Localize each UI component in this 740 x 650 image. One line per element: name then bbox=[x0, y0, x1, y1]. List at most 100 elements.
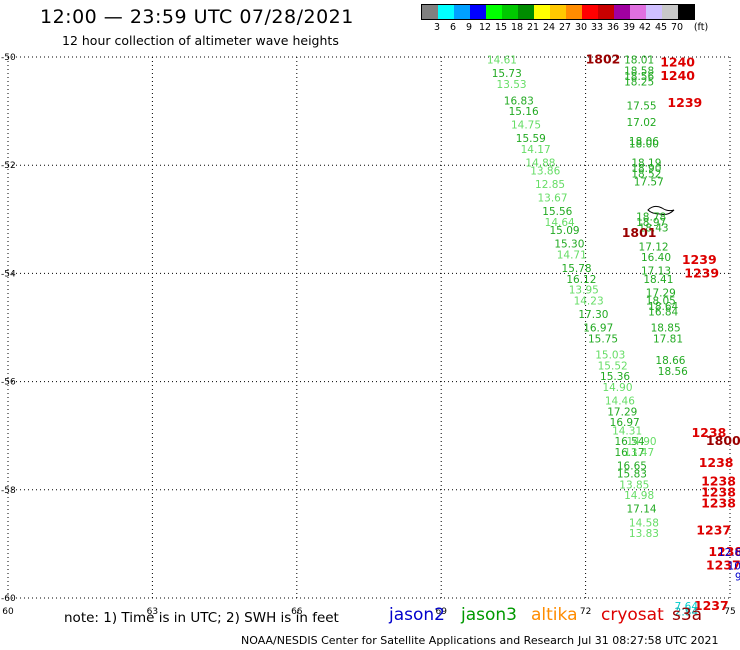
wave-height-label: 15.52 bbox=[598, 360, 628, 372]
satellite-altika: altika bbox=[531, 605, 578, 625]
lat-tick-label: -60 bbox=[1, 594, 16, 604]
wave-height-label: 14.58 bbox=[629, 517, 659, 529]
wave-height-label: 14.61 bbox=[487, 55, 517, 67]
wave-height-label: 17.55 bbox=[627, 101, 657, 113]
lat-tick-label: -54 bbox=[1, 269, 16, 279]
wave-height-label: 17.57 bbox=[634, 176, 664, 188]
wave-height-label: 18.52 bbox=[631, 168, 661, 180]
wave-height-label: 18.19 bbox=[631, 157, 661, 169]
wave-height-label: 15.59 bbox=[516, 133, 546, 145]
observation-time-label: 1239 bbox=[667, 95, 702, 110]
observation-time-label: 1238 bbox=[699, 455, 734, 470]
legend-label: 15 bbox=[494, 22, 508, 33]
wave-height-label: 15.73 bbox=[492, 68, 522, 80]
legend-label: 18 bbox=[510, 22, 524, 33]
observation-time-label: 1801 bbox=[622, 225, 657, 240]
wave-height-label: 14.46 bbox=[605, 396, 635, 408]
legend-swatch bbox=[470, 5, 486, 19]
satellite-jason3: jason3 bbox=[461, 605, 517, 625]
satellite-cryosat: cryosat bbox=[601, 605, 664, 625]
legend-label: 39 bbox=[622, 22, 636, 33]
legend-swatch bbox=[566, 5, 582, 19]
wave-height-label: 18.90 bbox=[631, 163, 661, 175]
legend-label: 42 bbox=[638, 22, 652, 33]
wave-height-label: 15.09 bbox=[550, 225, 580, 237]
wave-height-label: 18.05 bbox=[646, 295, 676, 307]
wave-height-label: 14.17 bbox=[521, 144, 551, 156]
legend-swatch bbox=[646, 5, 662, 19]
wave-height-label: 14.98 bbox=[624, 490, 654, 502]
wave-height-label: 15.03 bbox=[595, 350, 625, 362]
wave-height-label: 13.95 bbox=[569, 285, 599, 297]
wave-height-label: 18.56 bbox=[624, 71, 654, 83]
legend-swatch bbox=[662, 5, 678, 19]
observation-time-label: 1237 bbox=[694, 598, 729, 613]
lon-tick-label: 69 bbox=[435, 607, 447, 617]
legend-swatch bbox=[614, 5, 630, 19]
lat-tick-label: -56 bbox=[1, 378, 16, 388]
observation-time-label: 1239 bbox=[682, 252, 717, 267]
legend-label: 9 bbox=[465, 22, 473, 33]
wave-height-label: 13.67 bbox=[537, 193, 567, 205]
lon-tick-label: 60 bbox=[2, 607, 14, 617]
wave-height-label: 18.58 bbox=[624, 66, 654, 78]
wave-height-label: 13.53 bbox=[497, 79, 527, 91]
footnote: note: 1) Time is in UTC; 2) SWH is in fe… bbox=[64, 610, 339, 626]
lon-tick-label: 63 bbox=[147, 607, 158, 617]
legend-swatch bbox=[438, 5, 454, 19]
wave-height-label: 15.83 bbox=[617, 469, 647, 481]
legend-label: 3 bbox=[433, 22, 441, 33]
legend-swatch bbox=[422, 5, 438, 19]
legend-labels: 3 6 9 12 15 18 21 24 27 30 33 36 39 42 45 70 (ft) bbox=[421, 20, 708, 34]
wave-height-label: 13.85 bbox=[619, 479, 649, 491]
wave-height-label: 18.41 bbox=[643, 274, 673, 286]
lat-tick-label: -50 bbox=[1, 53, 16, 63]
wave-height-label: 14.23 bbox=[574, 295, 604, 307]
legend-swatch bbox=[598, 5, 614, 19]
legend-color-bar bbox=[421, 4, 695, 20]
wave-height-label: 16.65 bbox=[617, 460, 647, 472]
legend-swatch bbox=[454, 5, 470, 19]
observation-time-label: 1237 bbox=[696, 522, 731, 537]
legend-label: 33 bbox=[590, 22, 604, 33]
wave-height-label: 15.16 bbox=[509, 106, 539, 118]
wave-height-label: 15.30 bbox=[554, 239, 584, 251]
wave-height-label: 17.81 bbox=[653, 333, 683, 345]
legend-swatch bbox=[550, 5, 566, 19]
observation-time-label: 1238 bbox=[701, 474, 736, 489]
wave-height-label: 15.78 bbox=[562, 263, 592, 275]
legend-swatch bbox=[486, 5, 502, 19]
wave-height-label: 18.66 bbox=[655, 355, 685, 367]
legend-label: 27 bbox=[558, 22, 572, 33]
wave-height-label: 10.61 bbox=[728, 561, 740, 573]
wave-height-label: 16.97 bbox=[610, 417, 640, 429]
legend-label: 45 bbox=[654, 22, 668, 33]
wave-height-label: 16.97 bbox=[583, 323, 613, 335]
lon-tick-label: 66 bbox=[291, 607, 303, 617]
legend-swatch bbox=[534, 5, 550, 19]
map-title: 12:00 — 23:59 UTC 07/28/2021 bbox=[40, 6, 354, 28]
wave-height-label: 18.64 bbox=[648, 301, 678, 313]
observation-time-label: 1238 bbox=[708, 544, 740, 559]
lon-tick-label: 75 bbox=[724, 607, 735, 617]
credit: NOAA/NESDIS Center for Satellite Applica… bbox=[241, 634, 575, 647]
wave-height-label: 14.75 bbox=[511, 120, 541, 132]
wave-height-label: 14.90 bbox=[627, 436, 657, 448]
wave-height-label: 13.47 bbox=[624, 447, 654, 459]
legend-label: 12 bbox=[478, 22, 492, 33]
observation-time-label: 1240 bbox=[660, 68, 695, 83]
wave-height-label: 17.14 bbox=[627, 504, 657, 516]
wave-height-label: 13.83 bbox=[629, 528, 659, 540]
wave-height-label: 16.54 bbox=[614, 436, 644, 448]
legend-label: 30 bbox=[574, 22, 588, 33]
wave-height-label: 14.90 bbox=[602, 382, 632, 394]
legend-label: 36 bbox=[606, 22, 620, 33]
wave-height-label: 17.13 bbox=[641, 266, 671, 278]
observation-time-label: 1238 bbox=[701, 485, 736, 500]
observation-time-label: 1800 bbox=[706, 433, 740, 448]
wave-height-label: 18.43 bbox=[639, 222, 669, 234]
legend-swatch bbox=[582, 5, 598, 19]
wave-height-label: 12.66 bbox=[718, 547, 740, 559]
wave-height-label: 18.00 bbox=[629, 139, 659, 151]
wave-height-label: 14.71 bbox=[557, 249, 587, 261]
